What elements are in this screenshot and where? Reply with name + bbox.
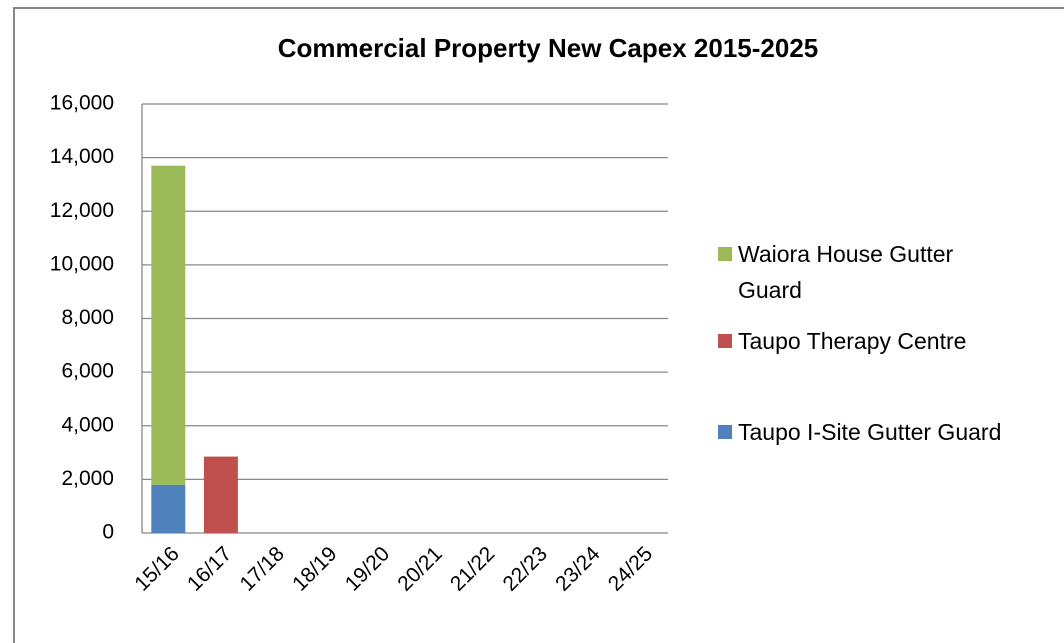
y-tick-label: 14,000 bbox=[50, 145, 114, 168]
y-tick-label: 12,000 bbox=[50, 199, 114, 222]
y-tick-label: 16,000 bbox=[50, 92, 114, 115]
legend-item: Taupo Therapy Centre bbox=[718, 323, 966, 359]
y-tick-label: 4,000 bbox=[61, 413, 114, 436]
y-tick-label: 0 bbox=[102, 521, 114, 544]
chart-frame bbox=[13, 7, 1064, 643]
legend-swatch bbox=[718, 247, 732, 261]
y-tick-label: 10,000 bbox=[50, 252, 114, 275]
legend-label: Waiora House Gutter Guard bbox=[738, 241, 954, 303]
legend-item: Taupo I-Site Gutter Guard bbox=[718, 414, 1001, 450]
bar-segment bbox=[203, 456, 238, 533]
y-tick-label: 6,000 bbox=[61, 360, 114, 383]
bar-segment bbox=[151, 484, 186, 533]
legend-swatch bbox=[718, 425, 732, 439]
legend-label: Taupo Therapy Centre bbox=[738, 328, 967, 354]
legend-item: Waiora House Gutter Guard bbox=[718, 236, 1018, 308]
y-tick-label: 2,000 bbox=[61, 467, 114, 490]
chart-title: Commercial Property New Capex 2015-2025 bbox=[278, 33, 819, 63]
bar-segment bbox=[151, 165, 186, 485]
legend-label: Taupo I-Site Gutter Guard bbox=[738, 419, 1002, 445]
y-tick-label: 8,000 bbox=[61, 306, 114, 329]
legend-swatch bbox=[718, 334, 732, 348]
